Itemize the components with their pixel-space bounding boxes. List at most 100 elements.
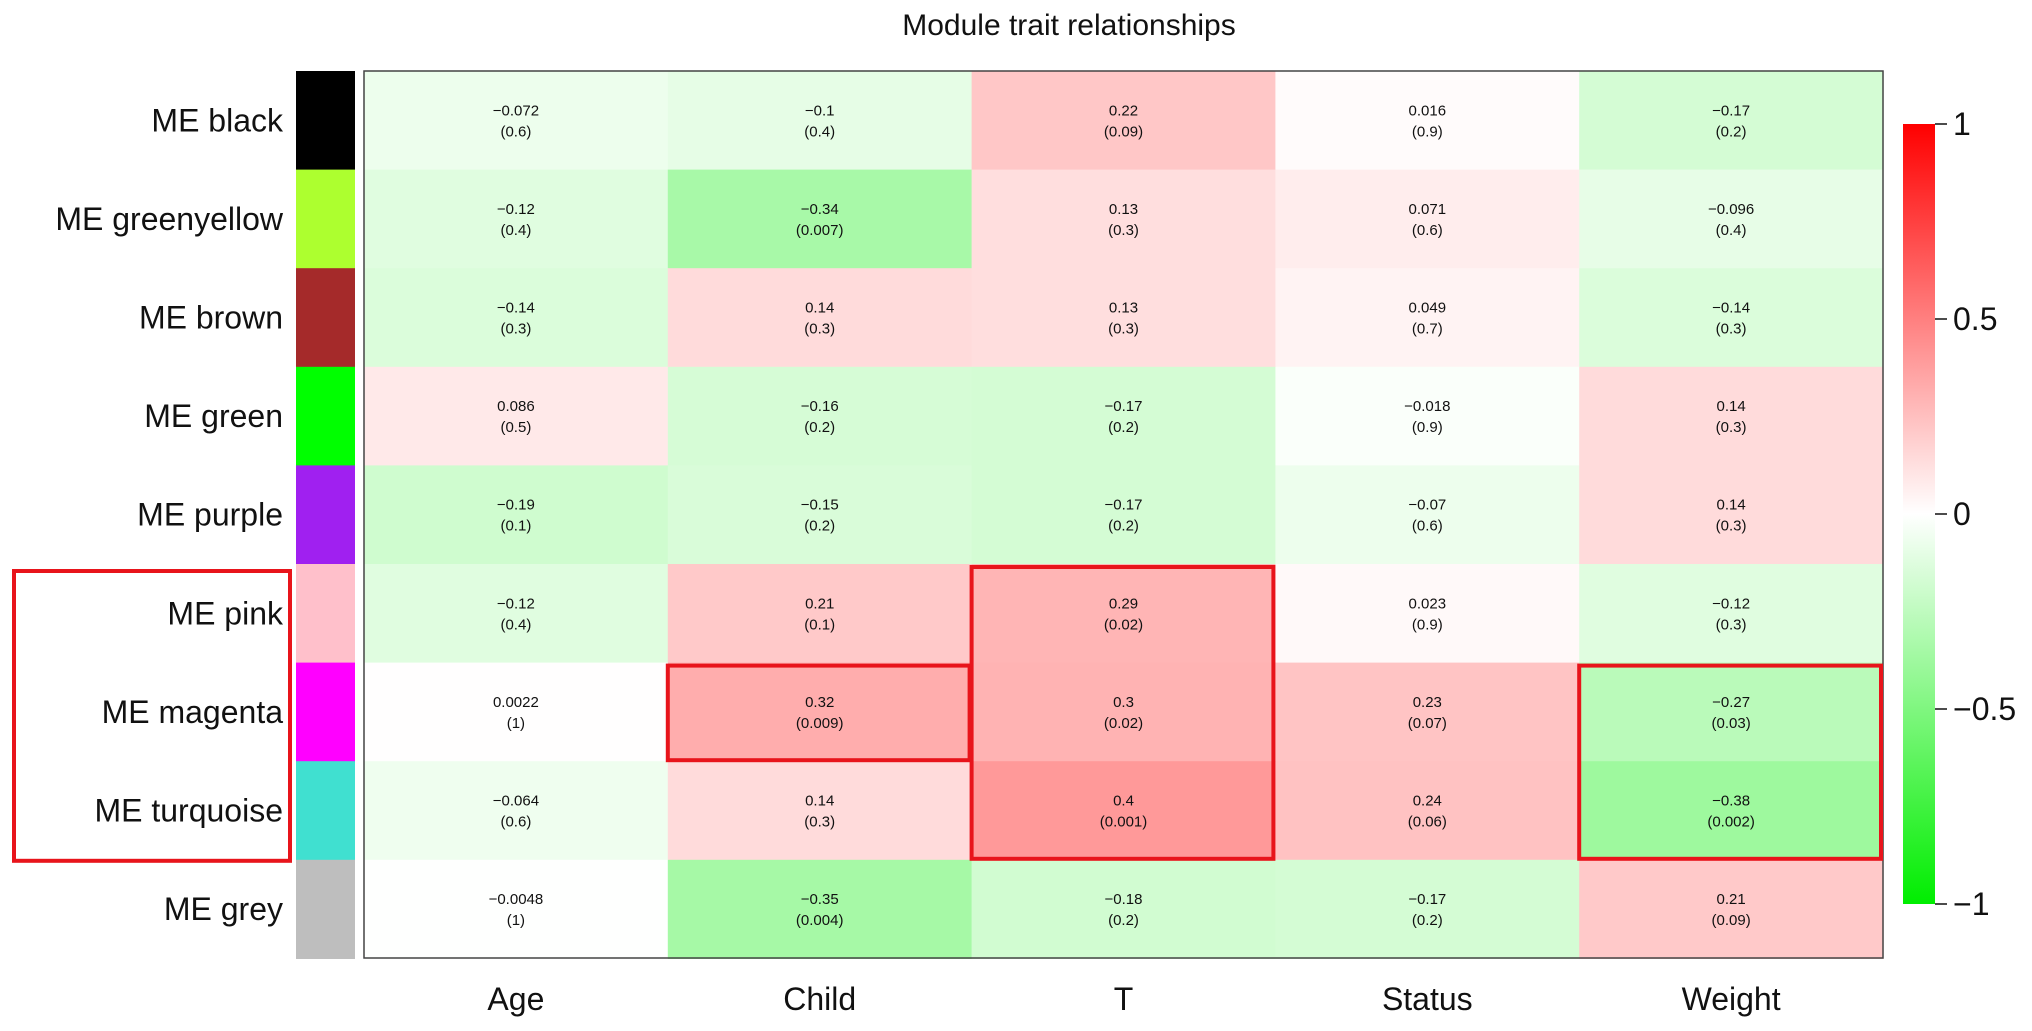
chart-title: Module trait relationships <box>902 9 1236 42</box>
cell-correlation-label: 0.13 <box>1109 201 1138 218</box>
cell-pvalue-label: (1) <box>507 912 525 929</box>
heatmap-cell <box>364 859 669 959</box>
cell-pvalue-label: (0.9) <box>1412 123 1443 140</box>
highlight-boxes <box>12 565 1883 863</box>
cell-correlation-label: 0.049 <box>1409 300 1447 317</box>
heatmap-cell <box>1579 761 1884 861</box>
cell-pvalue-label: (0.2) <box>1108 419 1139 436</box>
cell-correlation-label: −0.19 <box>497 497 535 514</box>
heatmap-cell <box>1275 761 1580 861</box>
heatmap-cell <box>971 859 1276 959</box>
module-color-bar <box>296 71 355 959</box>
cell-pvalue-label: (0.2) <box>804 419 835 436</box>
heatmap-cell <box>1275 564 1580 664</box>
y-axis-label: ME brown <box>139 300 283 336</box>
heatmap-cell <box>667 859 973 959</box>
heatmap-cell <box>667 564 973 664</box>
cell-correlation-label: 0.24 <box>1413 793 1442 810</box>
cell-correlation-label: 0.023 <box>1409 595 1447 612</box>
color-legend-tick-label: −0.5 <box>1953 691 2016 727</box>
heatmap-cell <box>1275 268 1580 368</box>
cell-pvalue-label: (0.001) <box>1100 814 1148 831</box>
heatmap-cell <box>667 761 973 861</box>
heatmap-cell <box>1275 366 1580 466</box>
cell-pvalue-label: (0.9) <box>1412 419 1443 436</box>
cell-correlation-label: 0.22 <box>1109 102 1138 119</box>
cell-correlation-label: −0.07 <box>1408 497 1446 514</box>
cell-correlation-label: −0.12 <box>497 201 535 218</box>
heatmap-cell <box>971 366 1276 466</box>
cell-pvalue-label: (0.02) <box>1104 616 1143 633</box>
y-axis-label: ME green <box>144 398 283 434</box>
cell-pvalue-label: (0.002) <box>1707 814 1755 831</box>
heatmap-cell <box>364 564 669 664</box>
cell-pvalue-label: (0.2) <box>804 518 835 535</box>
cell-pvalue-label: (0.06) <box>1408 814 1447 831</box>
cell-correlation-label: 0.32 <box>805 694 834 711</box>
heatmap-cell <box>667 71 973 171</box>
cell-correlation-label: 0.14 <box>1716 497 1745 514</box>
cell-correlation-label: 0.0022 <box>493 694 539 711</box>
cell-correlation-label: 0.14 <box>805 300 834 317</box>
cell-pvalue-label: (0.9) <box>1412 616 1443 633</box>
cell-correlation-label: −0.15 <box>801 497 839 514</box>
cell-correlation-label: −0.018 <box>1404 398 1450 415</box>
cell-pvalue-label: (0.3) <box>1108 321 1139 338</box>
cell-pvalue-label: (0.4) <box>500 222 531 239</box>
color-legend-tick-label: 0 <box>1953 496 1971 532</box>
module-color-swatch <box>296 859 355 959</box>
cell-pvalue-label: (0.6) <box>1412 518 1443 535</box>
heatmap-cell <box>1579 564 1884 664</box>
cell-correlation-label: 0.21 <box>1716 891 1745 908</box>
cell-correlation-label: −0.096 <box>1708 201 1754 218</box>
cell-correlation-label: −0.17 <box>1105 398 1143 415</box>
cell-pvalue-label: (0.02) <box>1104 715 1143 732</box>
heatmap-cell <box>1579 366 1884 466</box>
heatmap-cell <box>1275 859 1580 959</box>
cell-labels: −0.072 (0.6) −0.1 (0.4) 0.22 (0.09) 0.016 (0.9)… <box>489 102 1755 929</box>
color-legend-tick-label: 0.5 <box>1953 301 1997 337</box>
cell-correlation-label: 0.071 <box>1409 201 1447 218</box>
cell-pvalue-label: (0.3) <box>1716 616 1747 633</box>
color-legend: 1 0.5 0 −0.5 −1 <box>1903 106 2016 922</box>
cell-correlation-label: 0.21 <box>805 595 834 612</box>
cell-pvalue-label: (0.2) <box>1412 912 1443 929</box>
module-color-swatch <box>296 366 355 466</box>
cell-pvalue-label: (0.07) <box>1408 715 1447 732</box>
heatmap-cell <box>1275 662 1580 762</box>
cell-correlation-label: 0.3 <box>1113 694 1134 711</box>
cell-correlation-label: 0.4 <box>1113 793 1134 810</box>
heatmap-cell <box>971 169 1276 269</box>
cell-correlation-label: −0.35 <box>801 891 839 908</box>
cell-correlation-label: −0.17 <box>1105 497 1143 514</box>
module-color-swatch <box>296 268 355 368</box>
cell-pvalue-label: (0.3) <box>1716 518 1747 535</box>
heatmap-cell <box>364 662 669 762</box>
heatmap-cell <box>364 268 669 368</box>
module-color-swatch <box>296 761 355 861</box>
cell-pvalue-label: (0.2) <box>1716 123 1747 140</box>
highlight-box <box>969 565 1276 861</box>
heatmap-cell <box>971 564 1276 664</box>
y-axis-label: ME turquoise <box>94 793 283 829</box>
y-axis-label: ME magenta <box>102 694 284 730</box>
cell-correlation-label: −0.34 <box>801 201 839 218</box>
y-axis-label: ME grey <box>164 891 283 927</box>
y-axis-label: ME pink <box>167 595 284 631</box>
cell-pvalue-label: (0.3) <box>804 321 835 338</box>
cell-correlation-label: −0.12 <box>497 595 535 612</box>
cell-correlation-label: −0.16 <box>801 398 839 415</box>
heatmap-cell <box>667 366 973 466</box>
heatmap-cell <box>364 169 669 269</box>
cell-correlation-label: 0.23 <box>1413 694 1442 711</box>
heatmap-cell <box>1579 859 1884 959</box>
cell-pvalue-label: (0.09) <box>1104 123 1143 140</box>
cell-pvalue-label: (0.6) <box>1412 222 1443 239</box>
x-axis-label: Status <box>1382 981 1473 1017</box>
cell-pvalue-label: (0.009) <box>796 715 844 732</box>
module-color-swatch <box>296 71 355 171</box>
cell-correlation-label: −0.14 <box>497 300 535 317</box>
cell-pvalue-label: (0.004) <box>796 912 844 929</box>
heatmap-cell <box>364 71 669 171</box>
